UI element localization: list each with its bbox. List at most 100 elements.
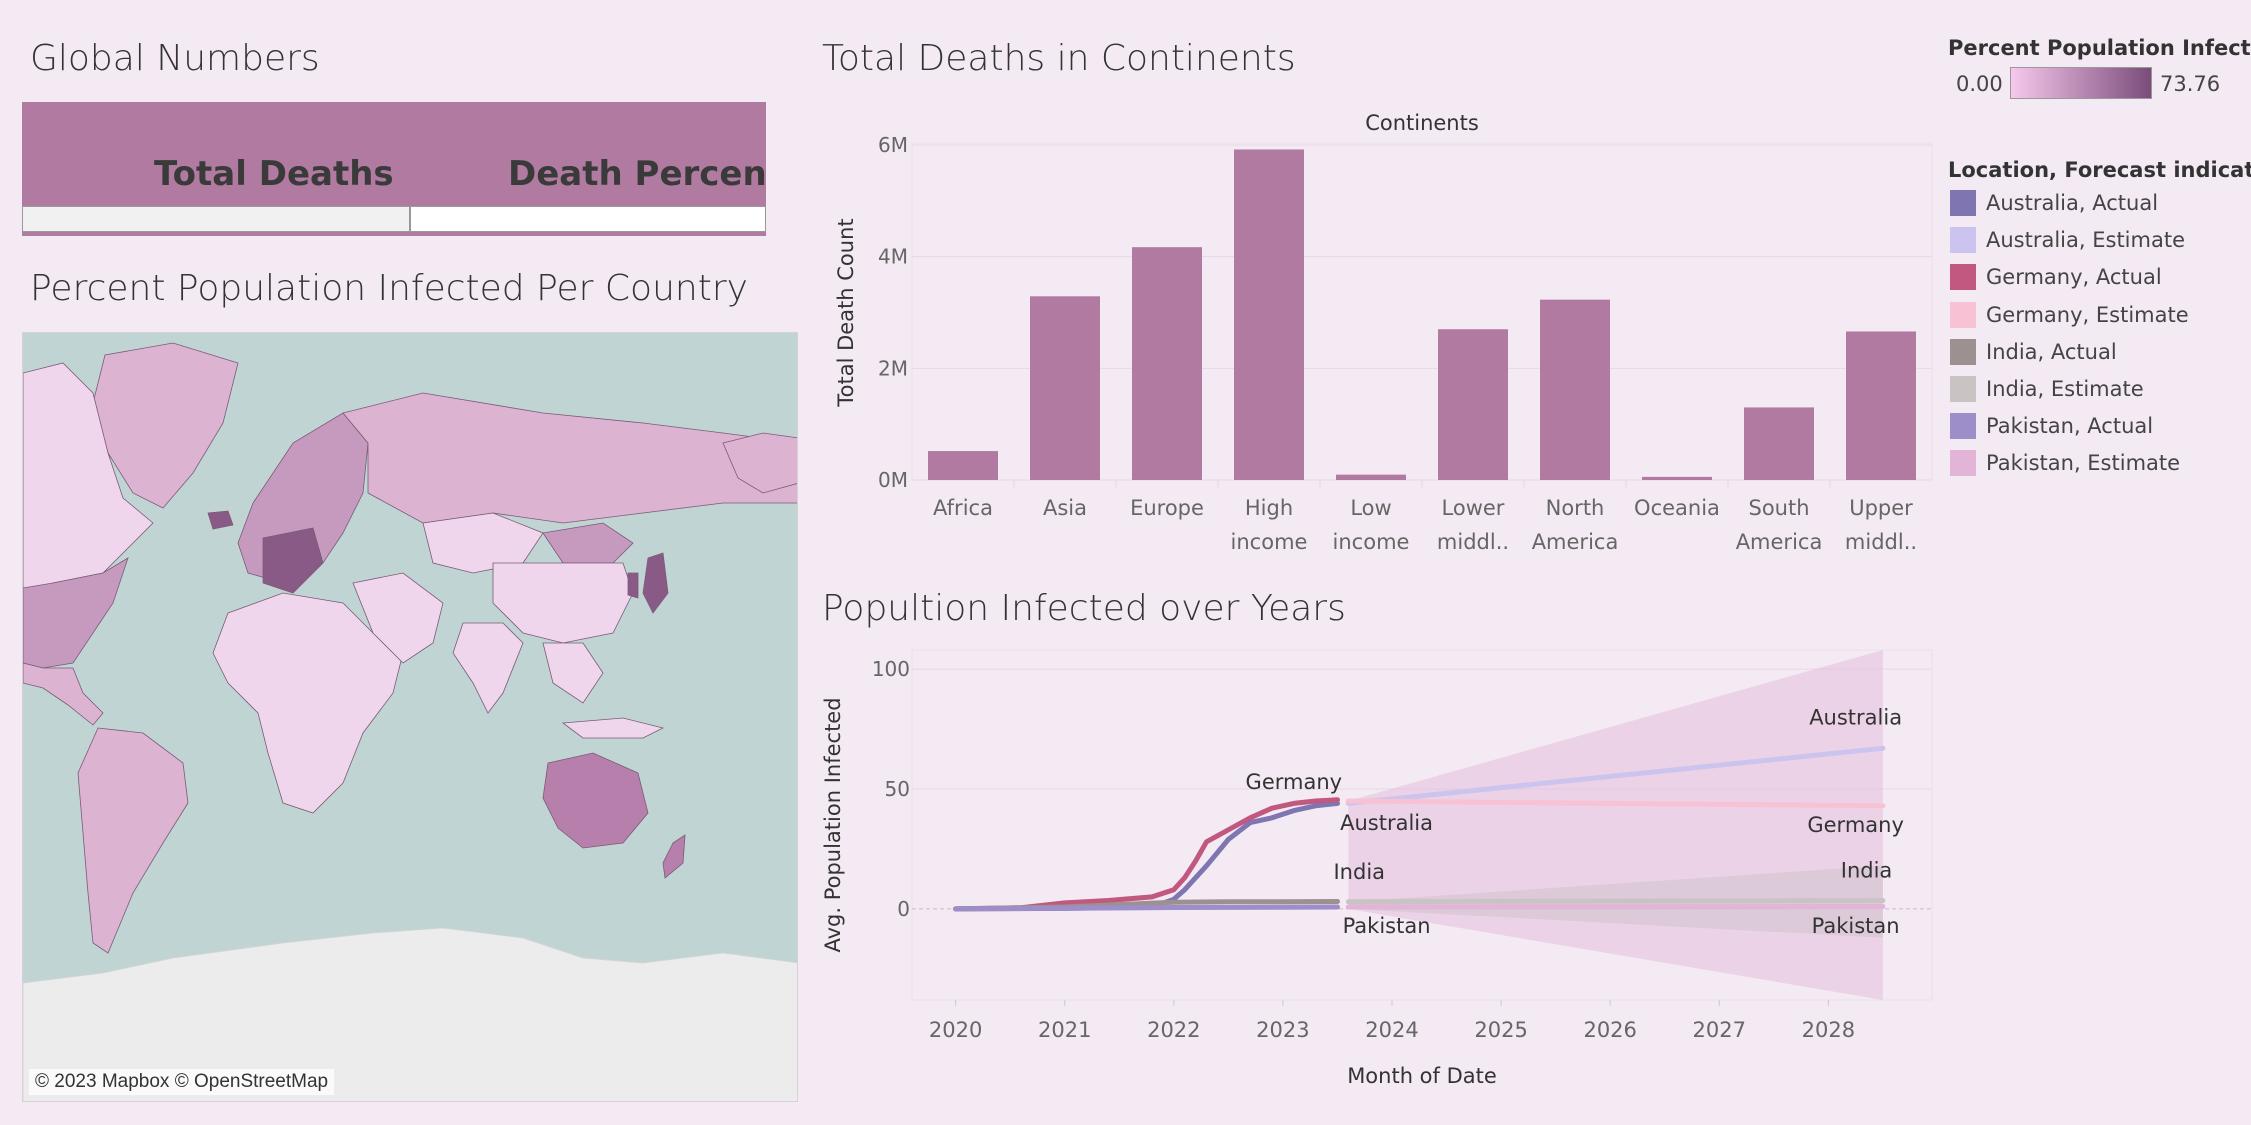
legend-swatch <box>1950 190 1976 216</box>
bar-chart-header: Continents <box>1365 111 1479 135</box>
map-new-zealand <box>662 834 686 879</box>
bar[interactable] <box>1744 407 1814 480</box>
series-line[interactable] <box>1345 898 1886 905</box>
global-numbers-table: Total Deaths Death Percenta <box>22 102 766 236</box>
legend-item[interactable]: Pakistan, Estimate <box>1950 448 2180 478</box>
legend-swatch <box>1950 413 1976 440</box>
color-legend-title: Percent Population Infect.. <box>1948 36 2251 60</box>
bar-y-tick-label: 6M <box>878 133 908 157</box>
bar-category-label: South <box>1748 496 1809 520</box>
map-iceland <box>207 510 234 530</box>
global-numbers-title: Global Numbers <box>30 38 320 79</box>
bar[interactable] <box>1336 474 1406 480</box>
total-deaths-cell <box>22 206 410 232</box>
bar-category-label: America <box>1736 530 1823 554</box>
legend-item[interactable]: Australia, Estimate <box>1950 225 2185 255</box>
series-line[interactable] <box>953 797 1340 912</box>
bar-category-label: North <box>1546 496 1605 520</box>
death-percentage-cell <box>410 206 766 232</box>
bar[interactable] <box>1540 299 1610 480</box>
legend-item[interactable]: Pakistan, Actual <box>1950 411 2153 441</box>
series-label: Germany <box>1246 770 1343 794</box>
line-x-axis-label: Month of Date <box>1347 1064 1497 1088</box>
line-x-tick-label: 2021 <box>1038 1018 1091 1042</box>
legend-label: Australia, Estimate <box>1986 228 2185 253</box>
legend-label: Germany, Actual <box>1986 265 2162 290</box>
bar-category-label: Europe <box>1130 496 1204 520</box>
legend-swatch <box>1950 376 1976 402</box>
series-line[interactable] <box>953 904 1340 912</box>
map-se-asia <box>542 642 604 704</box>
bar[interactable] <box>1132 247 1202 480</box>
legend-item[interactable]: India, Actual <box>1950 337 2117 367</box>
legend-swatch <box>1950 450 1976 477</box>
legend-swatch <box>1950 227 1976 254</box>
color-legend-min: 0.00 <box>1956 72 2003 96</box>
series-line[interactable] <box>953 800 1340 912</box>
bar-y-tick-label: 2M <box>878 356 908 380</box>
line-chart: 0 50 100 2020 2021 2022 2023 2024 2025 2026 2027 20… <box>822 649 1933 1088</box>
map-africa <box>212 592 404 814</box>
bar-category-label: High <box>1245 496 1293 520</box>
bar[interactable] <box>1642 476 1712 480</box>
line-x-tick-label: 2023 <box>1256 1018 1309 1042</box>
line-x-tick-label: 2025 <box>1474 1018 1527 1042</box>
bar[interactable] <box>1030 296 1100 480</box>
line-y-tick-label: 50 <box>885 777 910 801</box>
bar-chart: Continents 0M 2M 4M 6M Total Death Count Afric… <box>834 111 1933 554</box>
map-europe-core <box>262 527 324 594</box>
legend-item[interactable]: Germany, Actual <box>1950 262 2162 292</box>
legend-label: Pakistan, Actual <box>1986 414 2154 439</box>
series-line[interactable] <box>1345 798 1886 809</box>
bar-category-label: income <box>1231 530 1308 554</box>
bar-category-label: middl.. <box>1845 530 1917 554</box>
legend-item[interactable]: Australia, Actual <box>1950 188 2158 218</box>
line-x-tick-label: 2026 <box>1583 1018 1636 1042</box>
series-label: Germany <box>1807 813 1904 837</box>
bar-category-label: America <box>1532 530 1619 554</box>
line-y-tick-label: 0 <box>897 897 910 921</box>
series-line[interactable] <box>1345 745 1886 806</box>
bar-category-label: Lower <box>1442 496 1505 520</box>
line-x-tick-label: 2020 <box>929 1018 982 1042</box>
legend-label: Australia, Actual <box>1986 191 2159 215</box>
legend-item[interactable]: Germany, Estimate <box>1950 300 2189 330</box>
map-antarctica <box>23 927 797 1101</box>
map-indonesia <box>561 717 665 739</box>
line-x-tick-label: 2022 <box>1147 1018 1200 1042</box>
line-x-tick-label: 2024 <box>1365 1018 1418 1042</box>
bar-category-label: middl.. <box>1437 530 1509 554</box>
bar-y-tick-label: 0M <box>878 468 908 492</box>
bar[interactable] <box>1234 149 1304 480</box>
map-attribution[interactable]: © 2023 Mapbox © OpenStreetMap <box>29 1069 335 1095</box>
bar-category-label: income <box>1333 530 1410 554</box>
bar[interactable] <box>1846 331 1916 480</box>
legend-item[interactable]: India, Estimate <box>1950 374 2144 404</box>
line-x-tick-label: 2027 <box>1693 1018 1746 1042</box>
legend-swatch <box>1950 264 1976 291</box>
map-mongolia <box>542 522 634 564</box>
bar[interactable] <box>928 451 998 480</box>
series-legend-title: Location, Forecast indicat.. <box>1948 158 2251 182</box>
total-deaths-header: Total Deaths <box>154 154 394 194</box>
legend-swatch <box>1950 338 1976 365</box>
world-map[interactable]: © 2023 Mapbox © OpenStreetMap <box>22 332 798 1102</box>
series-label: India <box>1841 859 1893 883</box>
legend-label: Pakistan, Estimate <box>1986 451 2181 476</box>
bar[interactable] <box>1438 329 1508 480</box>
line-y-axis-label: Avg. Population Infected <box>822 697 845 952</box>
series-line[interactable] <box>1345 904 1886 910</box>
bar-y-axis-label: Total Death Count <box>834 218 858 407</box>
line-chart-title: Popultion Infected over Years <box>822 588 1346 629</box>
world-map-canvas <box>23 342 797 1101</box>
color-legend-ramp <box>2010 67 2152 99</box>
bar-category-label: Asia <box>1043 496 1087 520</box>
color-legend-max: 73.76 <box>2160 72 2221 96</box>
bar-y-tick-label: 4M <box>878 245 908 269</box>
series-label: Pakistan <box>1343 914 1431 938</box>
death-percentage-header: Death Percenta <box>508 154 766 194</box>
line-x-tick-label: 2028 <box>1802 1018 1855 1042</box>
map-alaska <box>722 432 797 494</box>
map-japan <box>642 552 669 614</box>
map-south-america <box>77 727 189 954</box>
